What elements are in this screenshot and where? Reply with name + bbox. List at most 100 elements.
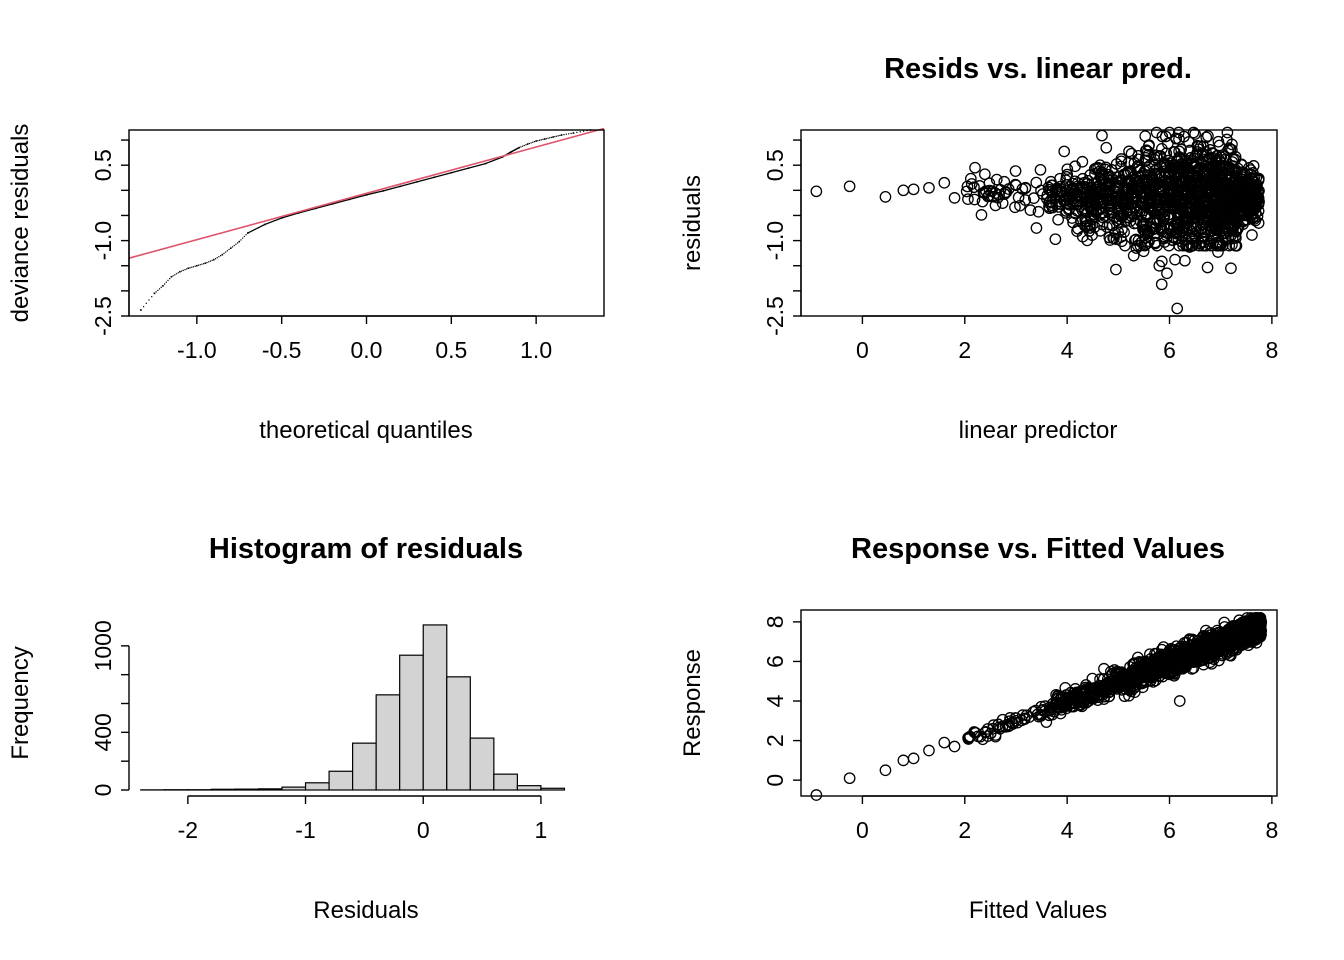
qq-point [391,187,393,190]
qq-point [220,255,222,257]
qq-x-tick-label: 0.5 [435,337,467,363]
hist-bar [422,624,448,791]
qq-point [436,176,438,178]
resid-point [1189,128,1201,140]
qq-point [265,223,267,225]
qq-point [409,183,411,185]
resid-x-tick-label: 8 [1265,337,1278,363]
resid-point [1009,201,1021,214]
hist-x-tick-label: -1 [295,817,315,843]
qq-point [501,156,504,158]
resp-point [1077,695,1090,708]
qq-point [438,175,440,177]
qq-point [387,188,389,191]
qq-point [284,216,286,218]
qq-point [284,216,287,218]
qq-point [537,140,539,142]
qq-point [312,208,314,210]
resid-point [1221,126,1234,139]
qq-point [498,157,500,159]
qq-point [481,163,483,166]
hist-bar [210,788,236,791]
resp-point [1158,664,1170,677]
resid-point [1049,233,1062,246]
resid-point [1244,188,1256,201]
resid-point [1043,196,1055,209]
qq-point [442,174,444,176]
qq-point [274,220,276,222]
resid-point [1212,135,1225,148]
resp-y-axis-label: Response [679,649,706,757]
resid-point [1104,200,1117,213]
resid-x-tick-label: 2 [958,337,971,363]
qq-point [405,184,408,186]
resid-y-tick-label: -2.5 [762,296,788,336]
qq-y-tick-label: -1.0 [90,221,116,261]
qq-point [216,257,218,259]
qq-point [275,219,277,221]
qq-point [430,177,432,179]
qq-point [496,158,499,160]
qq-point [456,170,459,172]
qq-point [251,230,253,232]
resid-point [1191,146,1204,158]
qq-point [331,203,334,205]
qq-point [421,179,423,182]
resid-y-tick-label: 0.5 [762,149,788,181]
qq-point [311,208,313,211]
qq-point [543,138,546,140]
resid-point [1171,188,1184,201]
resid-point [1175,143,1187,156]
qq-point [422,179,424,181]
resid-point [1148,149,1161,162]
resid-point [1099,185,1112,198]
qq-point [361,195,363,197]
resid-plot-title: Resids vs. linear pred. [884,53,1192,85]
qq-point [494,159,496,161]
resp-point [1205,657,1218,670]
resp-point [1165,667,1178,680]
qq-point [358,196,360,198]
qq-point [177,272,179,274]
qq-point [255,228,257,230]
qq-point [318,206,320,209]
resp-point [1226,635,1238,647]
resid-point [1143,139,1155,151]
qq-point [291,214,294,216]
qq-point [261,225,263,227]
qq-point [297,212,300,214]
resp-point [1043,709,1055,722]
qq-point [334,202,336,204]
qq-point [459,169,462,171]
resid-point [1168,145,1180,158]
qq-point [542,138,544,141]
qq-point [426,178,428,180]
qq-point [148,299,150,301]
qq-point [354,197,356,199]
qq-point [345,199,347,202]
qq-point [360,195,362,197]
qq-point [338,201,340,203]
qq-point [249,231,251,233]
resp-point [1228,628,1241,641]
resp-point [1086,672,1099,685]
qq-point [351,198,353,200]
resp-point [1171,658,1183,670]
qq-point [411,182,413,184]
resid-point [1164,167,1177,180]
resp-point [1047,697,1059,710]
qq-point [356,196,358,198]
qq-point [474,165,476,167]
resp-point [879,764,892,777]
qq-point [322,205,324,207]
resid-point [1202,130,1214,142]
qq-point [433,176,436,179]
resid-point [1131,172,1143,184]
qq-point [145,302,147,304]
resp-x-tick-label: 0 [856,817,869,843]
resid-point [1061,168,1074,181]
resp-point [1122,670,1134,683]
qq-point [347,199,349,201]
qq-point [490,161,492,163]
qq-x-axis: -1.0 -0.5 0.0 0.5 1.0 [177,315,552,363]
